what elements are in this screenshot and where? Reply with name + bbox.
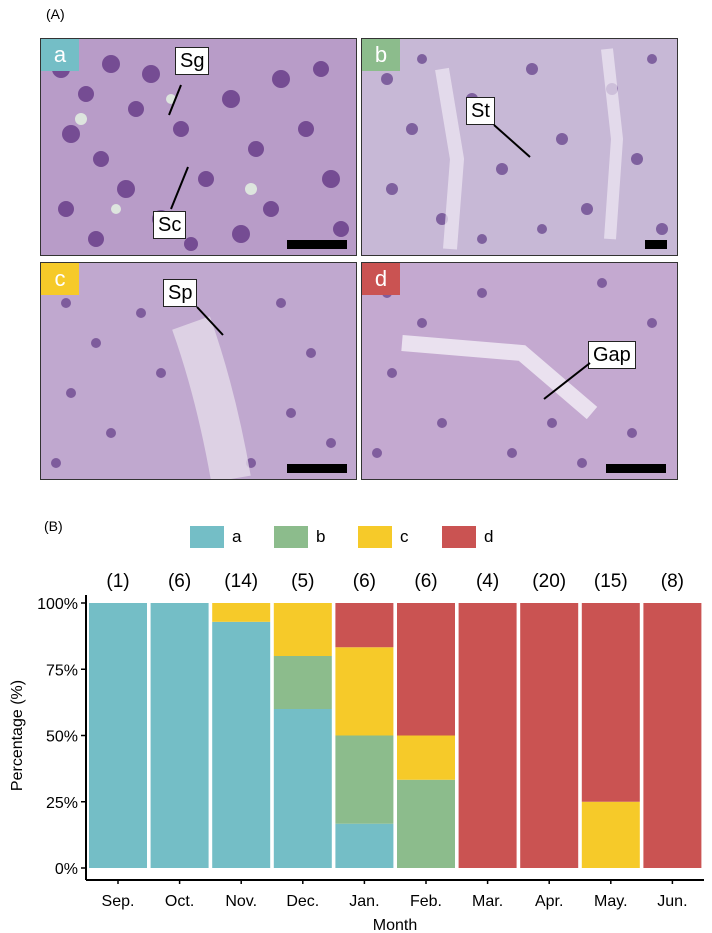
bar-segment-d-apr [520,603,579,868]
x-tick-label: Dec. [286,893,319,910]
bar-segment-c-jan [335,647,394,736]
micrograph-d-pointers [543,362,591,400]
bar-segment-a-oct [150,603,209,868]
micrograph-d-scalebar [606,464,666,473]
micrograph-c-pointers [196,306,224,336]
micrograph-d-badge: d [362,263,400,295]
bar-segment-b-feb [397,779,455,868]
legend-label-b: b [316,527,326,546]
callout-sp: Sp [163,279,198,307]
micrograph-a-badge: a [41,39,79,71]
bar-segment-b-dec [273,656,332,709]
callout-gap: Gap [588,341,636,369]
legend-item-d: d [442,526,493,548]
bar-segment-a-jan [335,823,394,868]
x-tick-label: Feb. [410,893,442,910]
micrograph-b-tissue [362,39,677,255]
y-tick-label: 100% [37,596,78,613]
micrograph-c-badge: c [41,263,79,295]
sample-size-label: (6) [414,571,437,592]
bar-segment-c-may [581,801,640,868]
micrograph-d: d Gap [361,262,678,480]
y-tick-label: 25% [46,795,78,812]
micrograph-b-scalebar [645,240,667,249]
callout-sc: Sc [153,211,187,239]
x-tick-label: Sep. [102,893,135,910]
micrograph-b: b St [361,38,678,256]
x-tick-label: Nov. [225,893,257,910]
y-tick-label: 0% [55,861,78,878]
bar-segment-d-feb [397,603,455,736]
legend-swatch-a [190,526,224,548]
sample-size-label: (8) [661,571,684,592]
x-tick-label: Jan. [349,893,379,910]
bar-segment-d-jan [335,603,394,648]
sample-size-label: (15) [594,571,628,592]
bar-segment-b-jan [335,735,394,824]
legend-swatch-d [442,526,476,548]
panel-a-label: (A) [46,6,65,22]
legend-label-a: a [232,527,242,546]
x-tick-label: Apr. [535,893,563,910]
stacked-bar-chart: (1) Sep. (6) Oct. (14) Nov. (5) Dec. (6) Jan. (6) F… [9,571,704,933]
y-tick-label: 75% [46,662,78,679]
sample-size-label: (1) [106,571,129,592]
micrograph-a-scalebar [287,240,347,249]
bar-segment-d-may [581,603,640,802]
sample-size-label: (5) [291,571,314,592]
micrograph-a-tissue [41,39,356,255]
sample-size-label: (6) [353,571,376,592]
legend-label-d: d [484,527,494,546]
x-tick-label: May. [594,893,627,910]
legend-label-c: c [400,527,409,546]
sample-size-label: (14) [224,571,258,592]
legend-item-b: b [274,526,325,548]
callout-st: St [466,97,495,125]
bar-segment-c-dec [273,603,332,656]
micrograph-c: c Sp [40,262,357,480]
sample-size-label: (20) [532,571,566,592]
x-tick-label: Jun. [657,893,687,910]
bar-segment-a-sep [89,603,147,868]
callout-sg: Sg [175,47,210,75]
micrograph-a-pointers [168,84,189,210]
y-tick-label: 50% [46,729,78,746]
panel-b-label: (B) [44,518,63,534]
sample-size-label: (4) [476,571,499,592]
x-tick-label: Mar. [472,893,503,910]
micrograph-c-scalebar [287,464,347,473]
bar-segment-d-mar [458,603,517,868]
bar-segment-a-dec [273,709,332,868]
x-axis-title: Month [373,917,417,933]
legend-item-c: c [358,526,409,548]
micrograph-a: a Sg Sc [40,38,357,256]
bar-segment-a-nov [212,621,271,868]
micrograph-b-badge: b [362,39,400,71]
sample-size-label: (6) [168,571,191,592]
bar-segment-c-feb [397,735,455,780]
legend-swatch-b [274,526,308,548]
micrograph-c-tissue [41,263,356,479]
micrograph-b-pointers [493,124,531,158]
bar-segment-c-nov [212,603,271,622]
y-axis-title: Percentage (%) [9,680,26,791]
legend-item-a: a [190,526,241,548]
legend-swatch-c [358,526,392,548]
x-tick-label: Oct. [165,893,194,910]
bar-segment-d-jun [643,603,702,868]
micrograph-d-tissue [362,263,677,479]
